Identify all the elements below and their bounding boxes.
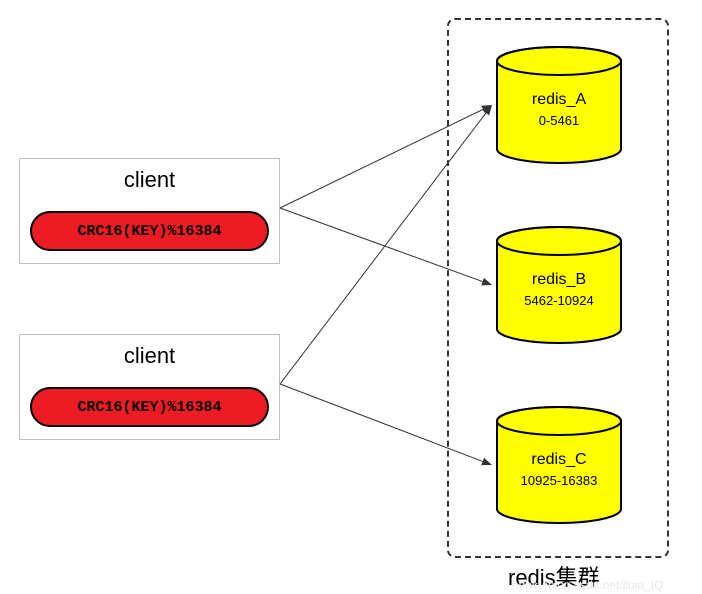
watermark: https://blog.csdn.net/liuja_IQ <box>512 578 663 592</box>
formula-pill-1: CRC16(KEY)%16384 <box>30 211 269 251</box>
formula-pill-2: CRC16(KEY)%16384 <box>30 387 269 427</box>
cylinder-name-c: redis_C <box>495 451 623 469</box>
cylinder-redis-a: redis_A 0-5461 <box>495 45 623 173</box>
cylinder-redis-c: redis_C 10925-16383 <box>495 405 623 533</box>
client-label-2: client <box>20 335 279 375</box>
cylinder-redis-b: redis_B 5462-10924 <box>495 225 623 353</box>
cylinder-range-c: 10925-16383 <box>495 473 623 488</box>
formula-text-1: CRC16(KEY)%16384 <box>77 223 221 240</box>
cylinder-name-a: redis_A <box>495 91 623 109</box>
cylinder-range-a: 0-5461 <box>495 113 623 128</box>
cylinder-name-b: redis_B <box>495 271 623 289</box>
client-label-1: client <box>20 159 279 199</box>
cylinder-range-b: 5462-10924 <box>495 293 623 308</box>
formula-text-2: CRC16(KEY)%16384 <box>77 399 221 416</box>
